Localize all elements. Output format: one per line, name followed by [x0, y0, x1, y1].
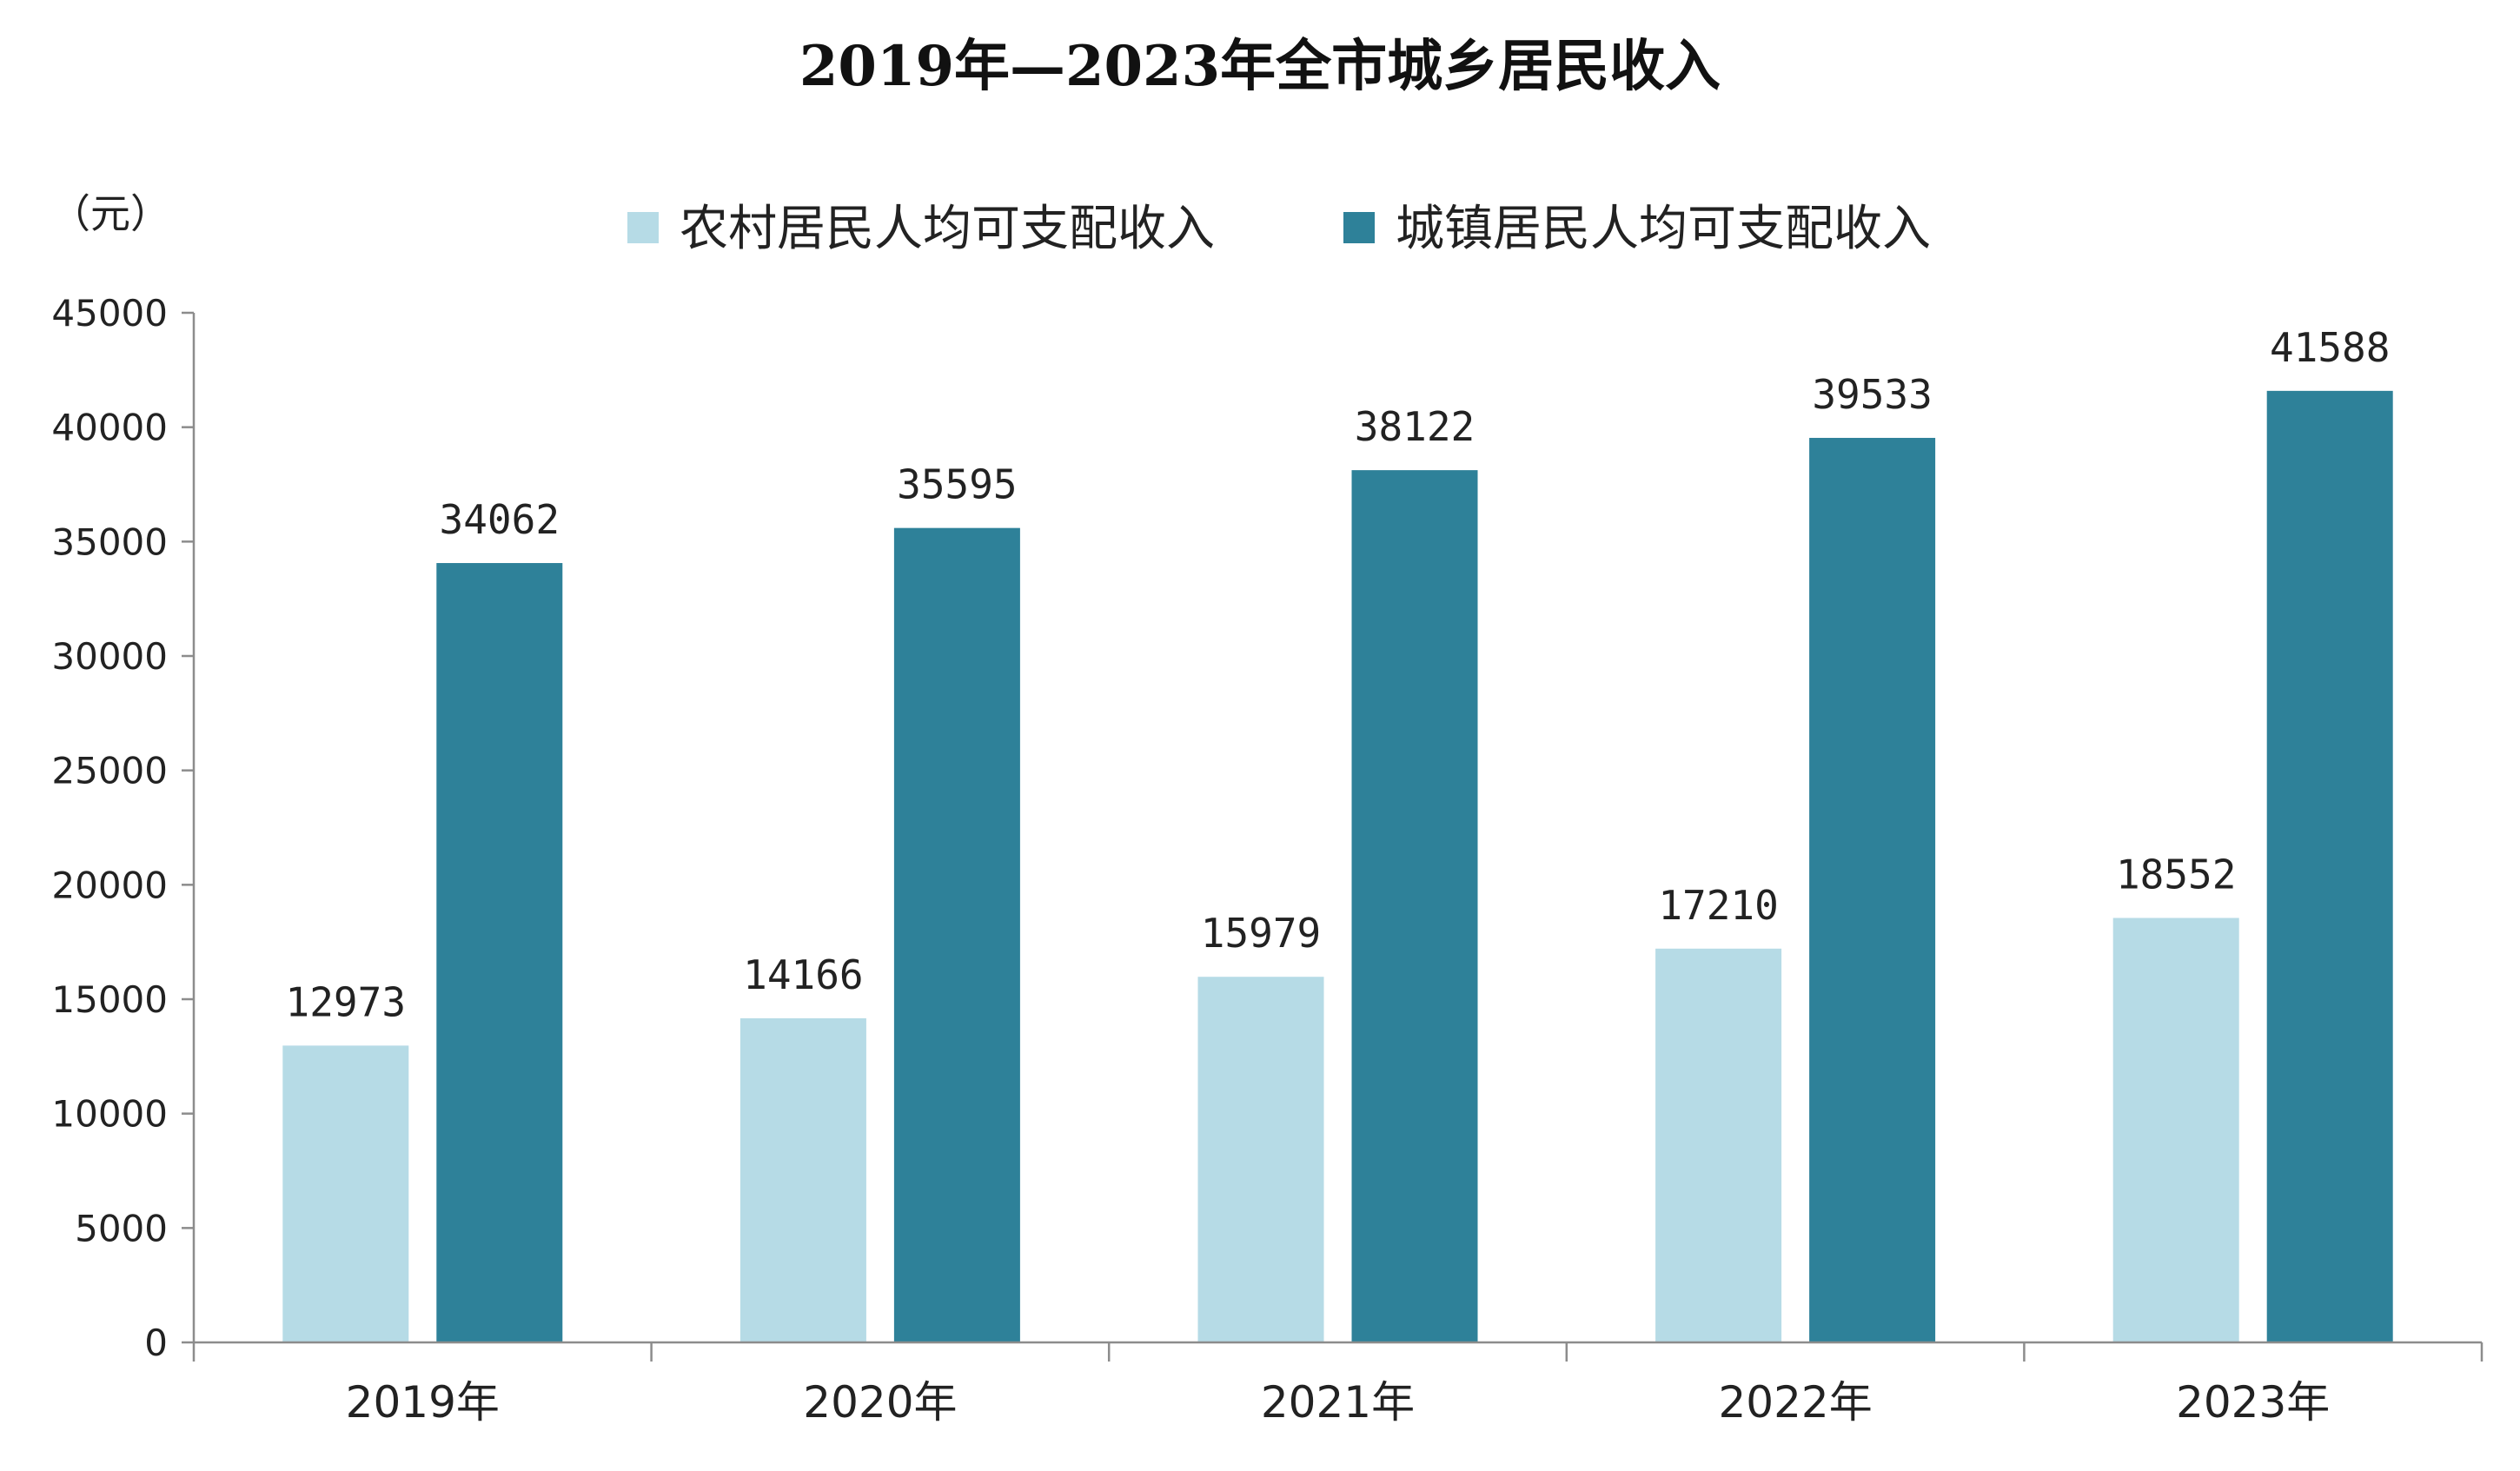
x-tick-label: 2019年 [346, 1377, 500, 1428]
bar-rural [739, 1017, 866, 1342]
chart-title: 2019年—2023年全市城乡居民收入 [799, 34, 1721, 99]
data-label-rural: 14166 [743, 951, 863, 998]
data-label-rural: 12973 [286, 978, 406, 1025]
bar-urban [893, 527, 1020, 1342]
y-tick-label: 40000 [51, 407, 168, 449]
data-label-rural: 17210 [1658, 882, 1778, 929]
legend-label-rural: 农村居民人均可支配收入 [680, 201, 1215, 257]
bar-rural [282, 1045, 409, 1342]
bar-rural [2112, 918, 2239, 1342]
legend-swatch-urban [1343, 212, 1375, 243]
bar-urban [436, 563, 563, 1342]
data-label-rural: 18552 [2116, 851, 2236, 898]
legend-label-urban: 城镇居民人均可支配收入 [1396, 201, 1931, 257]
data-label-urban: 35595 [897, 461, 1017, 508]
y-axis-ticks: 0 5000 10000 15000 20000 25000 30000 35000 40000… [51, 292, 194, 1364]
data-label-urban: 39533 [1812, 371, 1932, 418]
y-tick-label: 35000 [51, 520, 168, 563]
y-tick-label: 5000 [75, 1207, 168, 1249]
x-tick-label: 2022年 [1718, 1377, 1872, 1428]
x-axis-ticks: 2019年 2020年 2021年 2022年 2023年 [192, 1342, 2484, 1428]
data-label-rural: 15979 [1201, 910, 1321, 957]
y-tick-label: 0 [144, 1322, 168, 1364]
y-axis-unit-label: （元） [50, 190, 170, 237]
data-label-urban: 41588 [2270, 324, 2390, 371]
bar-urban [1351, 470, 1478, 1342]
legend-swatch-rural [627, 212, 659, 243]
y-tick-label: 20000 [51, 864, 168, 906]
x-tick-label: 2023年 [2176, 1377, 2330, 1428]
bar-rural [1655, 948, 1782, 1342]
y-tick-label: 25000 [51, 750, 168, 792]
data-label-urban: 38122 [1355, 403, 1475, 450]
y-tick-label: 30000 [51, 635, 168, 678]
bars [282, 390, 2393, 1342]
y-tick-label: 15000 [51, 978, 168, 1021]
bar-rural [1197, 977, 1324, 1342]
y-tick-label: 45000 [51, 292, 168, 335]
bar-urban [2266, 390, 2393, 1342]
y-tick-label: 10000 [51, 1093, 168, 1136]
legend: 农村居民人均可支配收入 城镇居民人均可支配收入 [627, 201, 1931, 257]
bar-urban [1809, 437, 1936, 1342]
data-labels: 12973 34062 14166 35595 15979 38122 17210 39533… [286, 324, 2391, 1026]
x-tick-label: 2021年 [1261, 1377, 1415, 1428]
data-label-urban: 34062 [440, 496, 560, 543]
x-tick-label: 2020年 [803, 1377, 957, 1428]
